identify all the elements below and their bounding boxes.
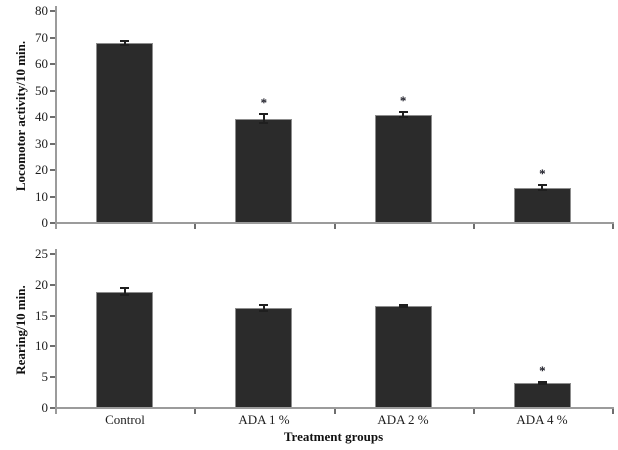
y-tick <box>50 36 55 39</box>
y-axis <box>55 249 57 414</box>
y-tick <box>50 283 55 286</box>
y-tick-label: 5 <box>41 369 49 385</box>
y-tick-label: 20 <box>35 162 48 177</box>
category-label-ada-4: ADA 4 % <box>516 412 568 427</box>
error-bar-cap-bottom <box>398 116 408 119</box>
category-label-control: Control <box>105 412 145 427</box>
error-bar-cap-bottom <box>259 121 269 124</box>
x-axis-title: Treatment groups <box>283 429 384 444</box>
y-tick <box>50 222 55 224</box>
significance-asterisk-ada-4: * <box>539 363 546 379</box>
error-bar-cap-top <box>398 304 408 307</box>
y-axis-title-locomotor: Locomotor activity/10 min. <box>13 40 28 192</box>
y-tick <box>50 345 55 348</box>
y-tick <box>50 89 55 92</box>
x-boundary-tick <box>333 409 336 414</box>
error-bar-cap-top <box>537 184 547 187</box>
y-tick <box>50 195 55 198</box>
bar-ada-1 <box>235 118 293 222</box>
y-tick-label: 60 <box>35 56 48 71</box>
y-tick <box>50 63 55 65</box>
error-bar-control <box>123 40 126 47</box>
bar-ada-4 <box>513 187 571 222</box>
x-boundary-tick <box>612 224 614 229</box>
bar-control <box>96 291 154 407</box>
error-bar-ada-2 <box>402 110 405 119</box>
category-label-ada-1: ADA 1 % <box>238 412 290 427</box>
error-bar-ada-4 <box>541 184 544 191</box>
y-tick <box>50 314 55 317</box>
error-bar-cap-bottom <box>537 188 547 191</box>
bar-ada-4 <box>513 382 571 407</box>
y-tick-label: 80 <box>35 3 48 18</box>
y-tick-label: 70 <box>35 29 48 45</box>
error-bar-cap-bottom <box>398 305 408 308</box>
y-tick-label: 10 <box>35 188 48 204</box>
x-boundary-tick <box>194 224 197 229</box>
error-bar-cap-bottom <box>120 44 130 47</box>
y-tick <box>50 142 55 145</box>
y-tick-label: 10 <box>35 338 48 354</box>
category-label-ada-2: ADA 2 % <box>377 412 429 427</box>
bar-ada-1 <box>235 307 293 407</box>
y-tick <box>50 376 55 379</box>
y-tick-label: 25 <box>35 246 48 261</box>
y-axis-title-rearing: Rearing/10 min. <box>13 285 28 375</box>
y-tick <box>50 407 55 409</box>
error-bar-cap-bottom <box>259 309 269 312</box>
x-axis <box>55 222 614 224</box>
x-axis <box>55 407 614 409</box>
bar-ada-2 <box>374 305 432 407</box>
y-tick-label: 30 <box>35 135 48 151</box>
error-bar-cap-top <box>120 287 130 290</box>
y-tick <box>50 10 55 12</box>
error-bar-ada-1 <box>262 113 265 124</box>
y-tick-label: 50 <box>35 82 48 98</box>
y-tick-label: 20 <box>35 276 48 292</box>
error-bar-cap-top <box>259 113 269 116</box>
bar-control <box>96 43 154 222</box>
y-tick-label: 15 <box>35 307 48 323</box>
y-tick-label: 0 <box>41 215 49 230</box>
error-bar-cap-top <box>259 304 269 307</box>
x-boundary-tick <box>472 224 475 229</box>
error-bar-control <box>123 287 126 297</box>
y-tick <box>50 253 55 255</box>
x-boundary-tick <box>333 224 336 229</box>
error-bar-cap-top <box>120 40 130 43</box>
y-tick <box>50 116 55 118</box>
y-tick-label: 0 <box>41 400 49 415</box>
error-bar-cap-top <box>398 110 408 113</box>
y-tick <box>50 169 55 171</box>
error-bar-ada-1 <box>262 304 265 312</box>
bar-ada-2 <box>374 114 432 222</box>
y-tick-label: 40 <box>35 109 48 124</box>
x-boundary-tick <box>612 409 614 414</box>
significance-asterisk-ada-1: * <box>260 95 268 111</box>
y-axis <box>55 6 57 229</box>
error-bar-cap-top <box>537 381 547 384</box>
error-bar-cap-bottom <box>120 294 130 297</box>
significance-asterisk-ada-2: * <box>399 92 407 108</box>
significance-asterisk-ada-4: * <box>539 166 546 182</box>
x-boundary-tick <box>472 409 475 414</box>
error-bar-cap-bottom <box>537 382 547 385</box>
x-boundary-tick <box>194 409 197 414</box>
